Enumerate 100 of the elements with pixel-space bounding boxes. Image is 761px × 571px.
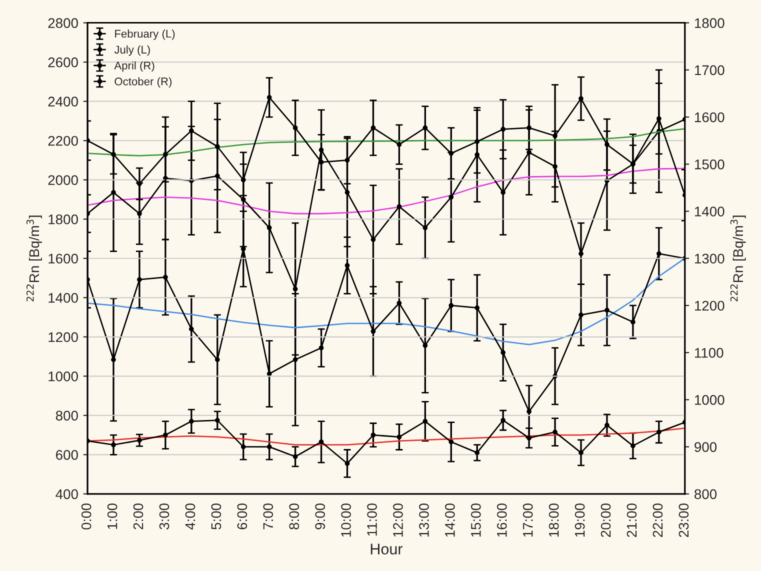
legend-label: April (R) bbox=[114, 61, 154, 72]
line-series bbox=[88, 168, 685, 214]
legend-label: February (L) bbox=[115, 30, 175, 40]
point bbox=[163, 274, 168, 280]
x-tick-label: 21:00 bbox=[626, 503, 637, 537]
point bbox=[578, 312, 584, 318]
point bbox=[214, 418, 220, 423]
x-tick-label: 1:00 bbox=[107, 503, 118, 529]
point bbox=[292, 454, 298, 460]
x-tick-label: 0:00 bbox=[81, 503, 92, 530]
x-tick-label: 4:00 bbox=[185, 503, 196, 530]
point bbox=[344, 263, 350, 268]
point bbox=[526, 150, 532, 155]
point bbox=[500, 190, 506, 195]
point bbox=[137, 438, 142, 443]
point bbox=[163, 152, 168, 157]
point bbox=[396, 142, 402, 147]
point bbox=[370, 328, 376, 334]
point bbox=[396, 300, 402, 306]
point bbox=[578, 450, 584, 456]
point bbox=[240, 197, 246, 202]
x-tick-label: 19:00 bbox=[574, 503, 585, 537]
point bbox=[656, 430, 662, 435]
y-tick-label: 400 bbox=[56, 489, 78, 500]
x-tick-label: 23:00 bbox=[678, 503, 689, 537]
y-tick-label: 2000 bbox=[48, 175, 78, 186]
point bbox=[396, 434, 402, 440]
point bbox=[630, 443, 636, 448]
point bbox=[188, 418, 194, 424]
point bbox=[500, 126, 506, 132]
x-tick-label: 3:00 bbox=[159, 503, 170, 530]
point bbox=[474, 305, 480, 310]
point bbox=[656, 251, 662, 256]
x-tick-label: 14:00 bbox=[445, 503, 455, 537]
y-tick-label: 2800 bbox=[48, 18, 78, 28]
x-tick-label: 11:00 bbox=[367, 503, 377, 536]
point bbox=[448, 150, 454, 156]
y2-tick-label: 1600 bbox=[694, 112, 724, 122]
x-tick-label: 20:00 bbox=[600, 503, 611, 537]
x-tick-label: 13:00 bbox=[419, 503, 429, 537]
y-tick-label: 1600 bbox=[48, 254, 78, 264]
point bbox=[526, 125, 532, 130]
point bbox=[318, 439, 324, 444]
y2-axis-title: $^{222}$Rn [Bq/m$^{3}$] bbox=[730, 216, 746, 302]
y2-tick-label: 1300 bbox=[694, 254, 724, 264]
x-tick-label: 9:00 bbox=[315, 503, 326, 530]
point bbox=[552, 430, 558, 435]
point bbox=[448, 439, 454, 444]
x-axis-title: Hour bbox=[370, 544, 403, 554]
x-tick-label: 7:00 bbox=[263, 503, 274, 530]
point bbox=[163, 432, 168, 438]
point bbox=[292, 357, 298, 362]
x-tick-label: 12:00 bbox=[393, 503, 403, 537]
y2-tick-label: 1100 bbox=[694, 348, 724, 358]
point bbox=[240, 246, 246, 252]
point bbox=[448, 303, 454, 308]
y-tick-label: 1400 bbox=[48, 292, 78, 303]
point bbox=[266, 94, 272, 100]
point bbox=[318, 345, 324, 350]
x-tick-label: 6:00 bbox=[237, 503, 248, 530]
point bbox=[111, 152, 116, 157]
point bbox=[604, 308, 610, 313]
point bbox=[526, 409, 532, 414]
point bbox=[266, 225, 272, 230]
y2-tick-label: 1200 bbox=[694, 300, 724, 311]
point bbox=[422, 225, 428, 230]
line-series bbox=[88, 128, 685, 156]
point bbox=[137, 181, 142, 186]
y-tick-label: 800 bbox=[56, 410, 78, 421]
point bbox=[188, 128, 194, 134]
y-axis-title: $^{222}$Rn [Bq/m$^{3}$] bbox=[26, 216, 42, 302]
y2-tick-label: 1700 bbox=[694, 65, 724, 76]
point bbox=[474, 450, 480, 456]
point bbox=[344, 190, 350, 195]
point bbox=[370, 125, 376, 130]
point bbox=[111, 357, 116, 362]
y-tick-label: 600 bbox=[56, 450, 78, 460]
point bbox=[240, 444, 246, 450]
point bbox=[656, 116, 662, 122]
x-tick-label: 17:00 bbox=[522, 503, 533, 537]
legend-label: July (L) bbox=[114, 45, 150, 56]
point bbox=[111, 442, 116, 448]
point bbox=[500, 418, 506, 423]
legend-label: October (R) bbox=[114, 77, 172, 88]
point bbox=[552, 133, 558, 138]
point bbox=[214, 357, 220, 362]
x-tick-label: 2:00 bbox=[133, 503, 144, 530]
y-tick-label: 1200 bbox=[48, 332, 78, 342]
y-tick-label: 2400 bbox=[48, 96, 78, 107]
point bbox=[266, 371, 272, 376]
point bbox=[578, 251, 584, 256]
x-tick-label: 5:00 bbox=[211, 503, 222, 530]
point bbox=[396, 204, 402, 209]
y-tick-label: 2200 bbox=[48, 136, 78, 146]
point bbox=[292, 125, 298, 130]
point bbox=[318, 160, 324, 165]
point bbox=[137, 277, 142, 282]
y-tick-label: 1000 bbox=[48, 371, 78, 382]
point bbox=[474, 139, 480, 144]
point bbox=[422, 418, 428, 424]
